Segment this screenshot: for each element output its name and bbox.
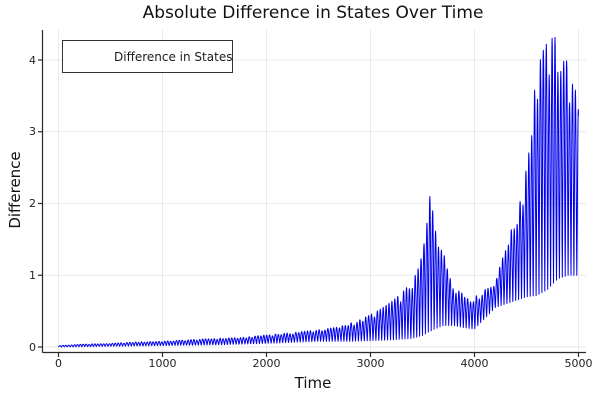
x-tick-label: 5000 <box>564 357 593 370</box>
y-tick-label: 3 <box>29 125 36 139</box>
legend-label: Difference in States <box>114 49 233 64</box>
x-tick-label: 0 <box>55 357 62 370</box>
y-tick-label: 1 <box>29 268 36 282</box>
y-tick-label: 2 <box>29 197 36 210</box>
x-tick-label: 2000 <box>252 357 281 370</box>
y-tick-label: 0 <box>29 340 36 354</box>
legend: Difference in States <box>62 40 233 73</box>
x-tick-label: 3000 <box>356 357 385 370</box>
chart-title: Absolute Difference in States Over Time <box>142 3 484 23</box>
x-axis-label: Time <box>294 374 332 392</box>
y-axis-label: Difference <box>6 151 24 229</box>
difference-line-series <box>58 36 579 348</box>
legend-line-sample <box>73 56 106 58</box>
x-tick-label: 1000 <box>148 357 177 370</box>
y-tick-label: 4 <box>29 53 36 67</box>
x-tick-label: 4000 <box>460 357 489 370</box>
